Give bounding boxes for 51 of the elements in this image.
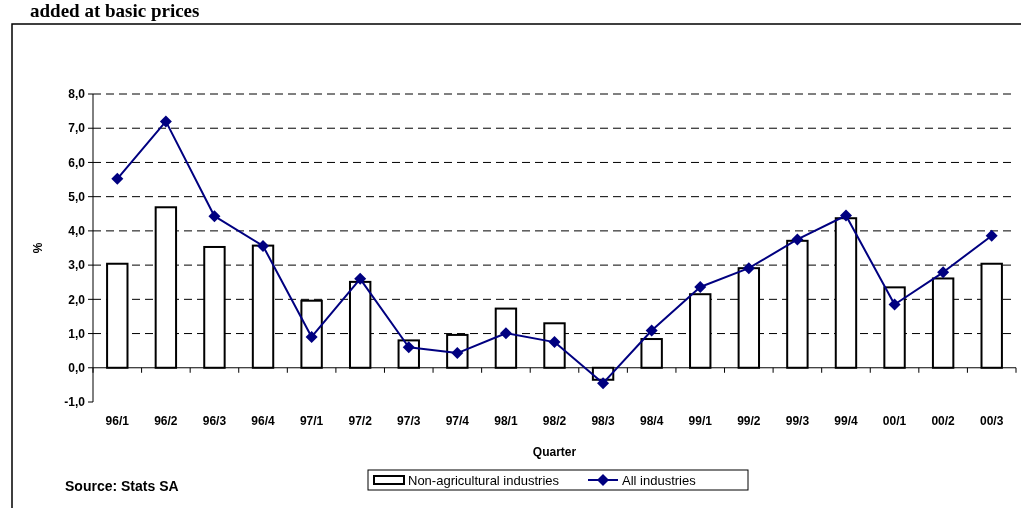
x-tick-label: 97/2 — [348, 414, 373, 428]
point — [208, 210, 221, 223]
x-tick-label: 98/4 — [639, 414, 664, 428]
x-tick-label: 97/4 — [445, 414, 470, 428]
x-tick-label: 98/2 — [542, 414, 567, 428]
point — [937, 266, 950, 279]
x-tick-label: 00/1 — [882, 414, 907, 428]
y-tick-label: 2,0 — [68, 292, 86, 307]
x-tick-label: 00/2 — [931, 414, 956, 428]
point — [694, 281, 707, 294]
point — [985, 229, 998, 242]
point — [791, 233, 804, 246]
x-axis-title: Quarter — [532, 445, 577, 459]
x-tick-label: 99/3 — [785, 414, 810, 428]
point — [597, 377, 610, 390]
y-tick-label: 5,0 — [68, 189, 86, 204]
y-tick-label: 0,0 — [68, 360, 86, 375]
chart-title: added at basic prices — [30, 0, 200, 21]
x-tick-label: 96/1 — [105, 414, 130, 428]
y-tick-label: 7,0 — [68, 121, 86, 136]
point — [742, 262, 755, 275]
point — [354, 272, 367, 285]
y-tick-label: -1,0 — [64, 395, 86, 410]
legend-label: Non-agricultural industries — [408, 473, 560, 488]
point — [159, 115, 172, 128]
y-tick-label: 3,0 — [68, 258, 86, 273]
point — [839, 209, 852, 222]
point — [645, 324, 658, 337]
x-tick-label: 99/4 — [834, 414, 858, 428]
x-tick-label: 00/3 — [980, 414, 1004, 428]
point — [111, 172, 124, 185]
point — [888, 298, 901, 311]
point — [305, 330, 318, 343]
x-tick-label: 98/3 — [591, 414, 616, 428]
x-tick-label: 98/1 — [494, 414, 518, 428]
x-tick-label: 97/3 — [397, 414, 421, 428]
point — [499, 327, 512, 340]
source-note: Source: Stats SA — [65, 478, 179, 494]
y-tick-label: 6,0 — [68, 155, 86, 170]
x-tick-label: 99/1 — [688, 414, 713, 428]
y-axis-title: % — [31, 242, 45, 254]
x-tick-label: 97/1 — [299, 414, 324, 428]
y-tick-label: 4,0 — [68, 224, 86, 239]
x-tick-label: 99/2 — [737, 414, 761, 428]
x-tick-label: 96/2 — [154, 414, 178, 428]
y-tick-label: 1,0 — [68, 326, 86, 341]
legend-label: All industries — [622, 473, 697, 488]
point — [257, 239, 270, 252]
x-tick-label: 96/4 — [251, 414, 276, 428]
x-tick-label: 96/3 — [202, 414, 227, 428]
y-tick-label: 8,0 — [68, 87, 86, 102]
